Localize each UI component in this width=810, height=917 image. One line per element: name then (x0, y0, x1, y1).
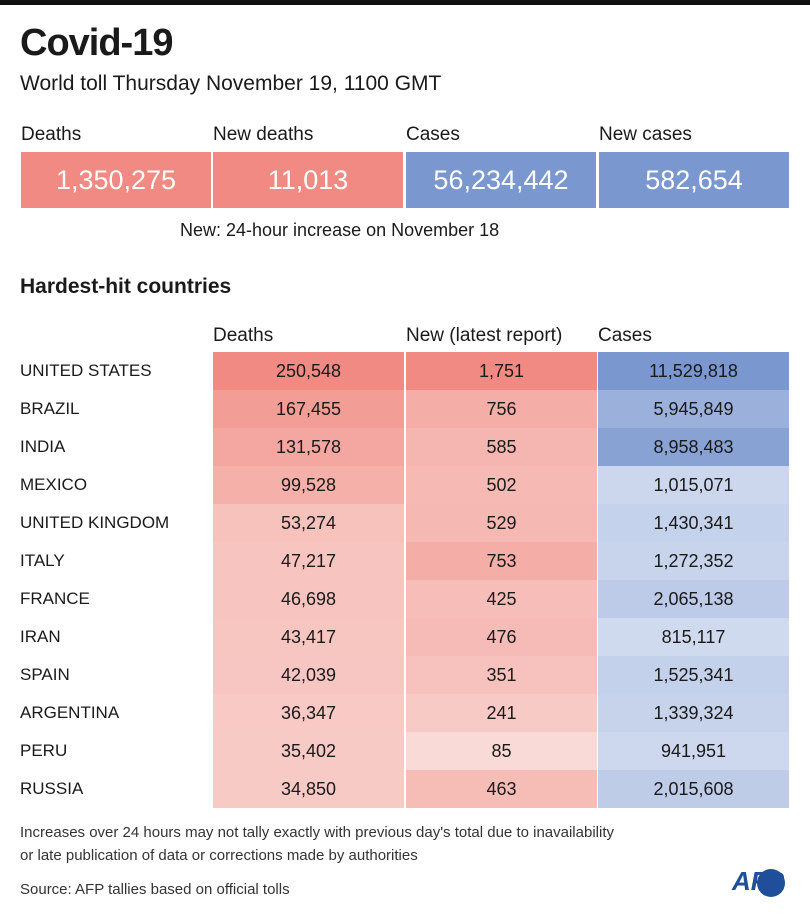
country-name: SPAIN (20, 665, 70, 684)
country-name: RUSSIA (20, 779, 84, 798)
summary-value: 11,013 (213, 152, 403, 208)
table-cell: 351 (406, 656, 597, 694)
country-name: ARGENTINA (20, 703, 120, 722)
table-cell: 5,945,849 (598, 390, 789, 428)
top-bar (0, 0, 810, 5)
country-name: INDIA (20, 437, 66, 456)
summary-value: 582,654 (599, 152, 789, 208)
table-cell: 425 (406, 580, 597, 618)
column-header: Deaths (213, 325, 274, 346)
table-cell: 167,455 (213, 390, 404, 428)
table-cell: 99,528 (213, 466, 404, 504)
table-cell: 42,039 (213, 656, 404, 694)
summary-value: 56,234,442 (406, 152, 596, 208)
table-cell: 2,065,138 (598, 580, 789, 618)
country-name: IRAN (20, 627, 61, 646)
table-cell: 11,529,818 (598, 352, 789, 390)
country-name: BRAZIL (20, 399, 80, 418)
footnote: or late publication of data or correctio… (20, 847, 418, 864)
section-title: Hardest-hit countries (20, 275, 232, 298)
table-cell: 502 (406, 466, 597, 504)
summary-value: 1,350,275 (21, 152, 211, 208)
table-cell: 241 (406, 694, 597, 732)
table-cell: 1,525,341 (598, 656, 789, 694)
subtitle: World toll Thursday November 19, 1100 GM… (20, 72, 442, 95)
table-cell: 476 (406, 618, 597, 656)
table-cell: 85 (406, 732, 597, 770)
title: Covid-19 (20, 22, 173, 64)
summary-label: Deaths (21, 124, 82, 145)
table-cell: 250,548 (213, 352, 404, 390)
table-cell: 1,751 (406, 352, 597, 390)
table-cell: 1,015,071 (598, 466, 789, 504)
column-header: Cases (598, 325, 652, 346)
table-cell: 1,339,324 (598, 694, 789, 732)
table-cell: 1,272,352 (598, 542, 789, 580)
country-name: FRANCE (20, 589, 90, 608)
table-cell: 35,402 (213, 732, 404, 770)
table-cell: 585 (406, 428, 597, 466)
table-cell: 47,217 (213, 542, 404, 580)
summary-label: Cases (406, 124, 460, 145)
table-cell: 34,850 (213, 770, 404, 808)
summary-label: New cases (599, 124, 692, 145)
source: Source: AFP tallies based on official to… (20, 881, 290, 898)
column-header: New (latest report) (406, 325, 563, 346)
table-cell: 463 (406, 770, 597, 808)
table-cell: 131,578 (213, 428, 404, 466)
table-cell: 1,430,341 (598, 504, 789, 542)
table-cell: 815,117 (598, 618, 789, 656)
country-name: UNITED STATES (20, 361, 152, 380)
country-name: ITALY (20, 551, 65, 570)
country-name: PERU (20, 741, 68, 760)
table-cell: 753 (406, 542, 597, 580)
table-cell: 53,274 (213, 504, 404, 542)
table-cell: 2,015,608 (598, 770, 789, 808)
table-cell: 46,698 (213, 580, 404, 618)
table-cell: 529 (406, 504, 597, 542)
logo-dot (757, 869, 785, 897)
table-cell: 941,951 (598, 732, 789, 770)
country-name: MEXICO (20, 475, 88, 494)
footnote: Increases over 24 hours may not tally ex… (20, 824, 614, 841)
table-cell: 36,347 (213, 694, 404, 732)
table-cell: 43,417 (213, 618, 404, 656)
table-cell: 756 (406, 390, 597, 428)
note: New: 24-hour increase on November 18 (180, 220, 500, 240)
logo: AFP (732, 866, 784, 896)
country-name: UNITED KINGDOM (20, 513, 170, 532)
table-cell: 8,958,483 (598, 428, 789, 466)
summary-label: New deaths (213, 124, 314, 145)
